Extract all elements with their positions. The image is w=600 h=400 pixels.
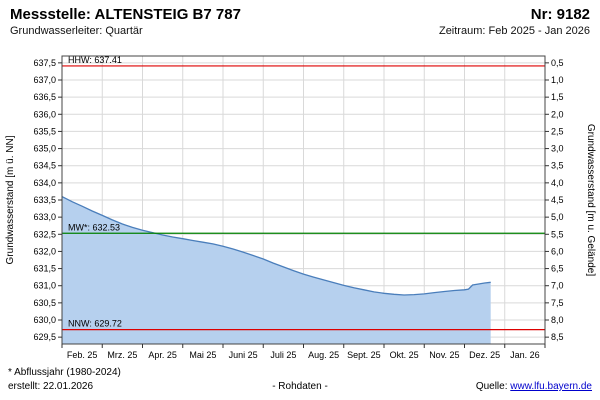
svg-text:2,5: 2,5 xyxy=(551,126,564,136)
svg-text:Nov. 25: Nov. 25 xyxy=(429,350,459,360)
svg-text:631,5: 631,5 xyxy=(33,264,56,274)
y-axis-left: 629,5 630,0 630,5 631,0 631,5 632,0 632,5 633,0… xyxy=(5,58,62,342)
aquifer-label: Grundwasserleiter: Quartär xyxy=(10,25,143,37)
svg-text:Grundwasserstand [m ü. NN]: Grundwasserstand [m ü. NN] xyxy=(5,135,16,264)
svg-text:8,0: 8,0 xyxy=(551,315,564,325)
svg-text:4,5: 4,5 xyxy=(551,195,564,205)
nnw-reference-line: NNW: 629.72 xyxy=(62,319,545,331)
svg-text:633,5: 633,5 xyxy=(33,195,56,205)
svg-text:632,5: 632,5 xyxy=(33,229,56,239)
footnote-abflussjahr: * Abflussjahr (1980-2024) xyxy=(8,367,121,378)
svg-text:1,0: 1,0 xyxy=(551,75,564,85)
svg-text:0,5: 0,5 xyxy=(551,58,564,68)
source-link[interactable]: www.lfu.bayern.de xyxy=(510,381,592,392)
svg-text:2,0: 2,0 xyxy=(551,109,564,119)
svg-text:632,0: 632,0 xyxy=(33,246,56,256)
svg-text:7,0: 7,0 xyxy=(551,281,564,291)
svg-text:4,0: 4,0 xyxy=(551,178,564,188)
svg-text:Mai 25: Mai 25 xyxy=(189,350,216,360)
svg-text:629,5: 629,5 xyxy=(33,332,56,342)
svg-text:630,0: 630,0 xyxy=(33,315,56,325)
y-axis-right: 0,5 1,0 1,5 2,0 2,5 3,0 3,5 4,0 4,5 5,0 5,5 6,0 6,5 7… xyxy=(545,58,596,342)
svg-text:630,5: 630,5 xyxy=(33,298,56,308)
x-axis: Feb. 25 Mrz. 25 Apr. 25 Mai 25 Juni 25 Juli 2… xyxy=(61,344,546,360)
svg-text:Apr. 25: Apr. 25 xyxy=(148,350,177,360)
svg-text:Juni 25: Juni 25 xyxy=(229,350,258,360)
svg-text:NNW: 629.72: NNW: 629.72 xyxy=(68,319,122,329)
mw-reference-line: MW*: 632.53 xyxy=(62,222,545,234)
source-label: Quelle: xyxy=(475,381,508,392)
svg-text:633,0: 633,0 xyxy=(33,212,56,222)
svg-text:6,0: 6,0 xyxy=(551,246,564,256)
svg-text:637,0: 637,0 xyxy=(33,75,56,85)
svg-text:636,5: 636,5 xyxy=(33,92,56,102)
created-date: erstellt: 22.01.2026 xyxy=(8,381,94,392)
svg-text:637,5: 637,5 xyxy=(33,58,56,68)
chart-header: Messstelle: ALTENSTEIG B7 787 Nr: 9182 G… xyxy=(10,6,590,37)
svg-text:MW*: 632.53: MW*: 632.53 xyxy=(68,222,120,232)
svg-text:635,0: 635,0 xyxy=(33,144,56,154)
period-label: Zeitraum: Feb 2025 - Jan 2026 xyxy=(438,25,590,37)
svg-text:Jan. 26: Jan. 26 xyxy=(510,350,540,360)
svg-text:Aug. 25: Aug. 25 xyxy=(308,350,339,360)
svg-text:Okt. 25: Okt. 25 xyxy=(390,350,419,360)
hhw-reference-line: HHW: 637.41 xyxy=(62,55,545,67)
svg-text:5,5: 5,5 xyxy=(551,229,564,239)
svg-text:636,0: 636,0 xyxy=(33,109,56,119)
series-groundwater xyxy=(61,196,491,344)
station-number: Nr: 9182 xyxy=(530,6,590,23)
rohdaten-label: - Rohdaten - xyxy=(272,381,328,392)
source-line: Quelle: www.lfu.bayern.de xyxy=(476,381,592,392)
svg-text:Juli 25: Juli 25 xyxy=(270,350,296,360)
groundwater-chart: HHW: 637.41 MW*: 632.53 NNW: 629.72 629,5 63… xyxy=(5,55,596,360)
svg-text:Sept. 25: Sept. 25 xyxy=(347,350,381,360)
svg-text:3,0: 3,0 xyxy=(551,144,564,154)
svg-text:Grundwasserstand [m u. Gelände: Grundwasserstand [m u. Gelände] xyxy=(585,124,596,277)
svg-text:5,0: 5,0 xyxy=(551,212,564,222)
svg-text:Feb. 25: Feb. 25 xyxy=(67,350,98,360)
svg-text:631,0: 631,0 xyxy=(33,281,56,291)
svg-text:Dez. 25: Dez. 25 xyxy=(469,350,500,360)
svg-text:8,5: 8,5 xyxy=(551,332,564,342)
svg-text:Mrz. 25: Mrz. 25 xyxy=(107,350,137,360)
svg-text:HHW: 637.41: HHW: 637.41 xyxy=(68,55,122,65)
svg-text:634,0: 634,0 xyxy=(33,178,56,188)
svg-text:3,5: 3,5 xyxy=(551,161,564,171)
svg-text:7,5: 7,5 xyxy=(551,298,564,308)
svg-text:634,5: 634,5 xyxy=(33,161,56,171)
svg-text:1,5: 1,5 xyxy=(551,92,564,102)
svg-text:635,5: 635,5 xyxy=(33,126,56,136)
page-title: Messstelle: ALTENSTEIG B7 787 xyxy=(10,6,241,23)
svg-text:6,5: 6,5 xyxy=(551,264,564,274)
